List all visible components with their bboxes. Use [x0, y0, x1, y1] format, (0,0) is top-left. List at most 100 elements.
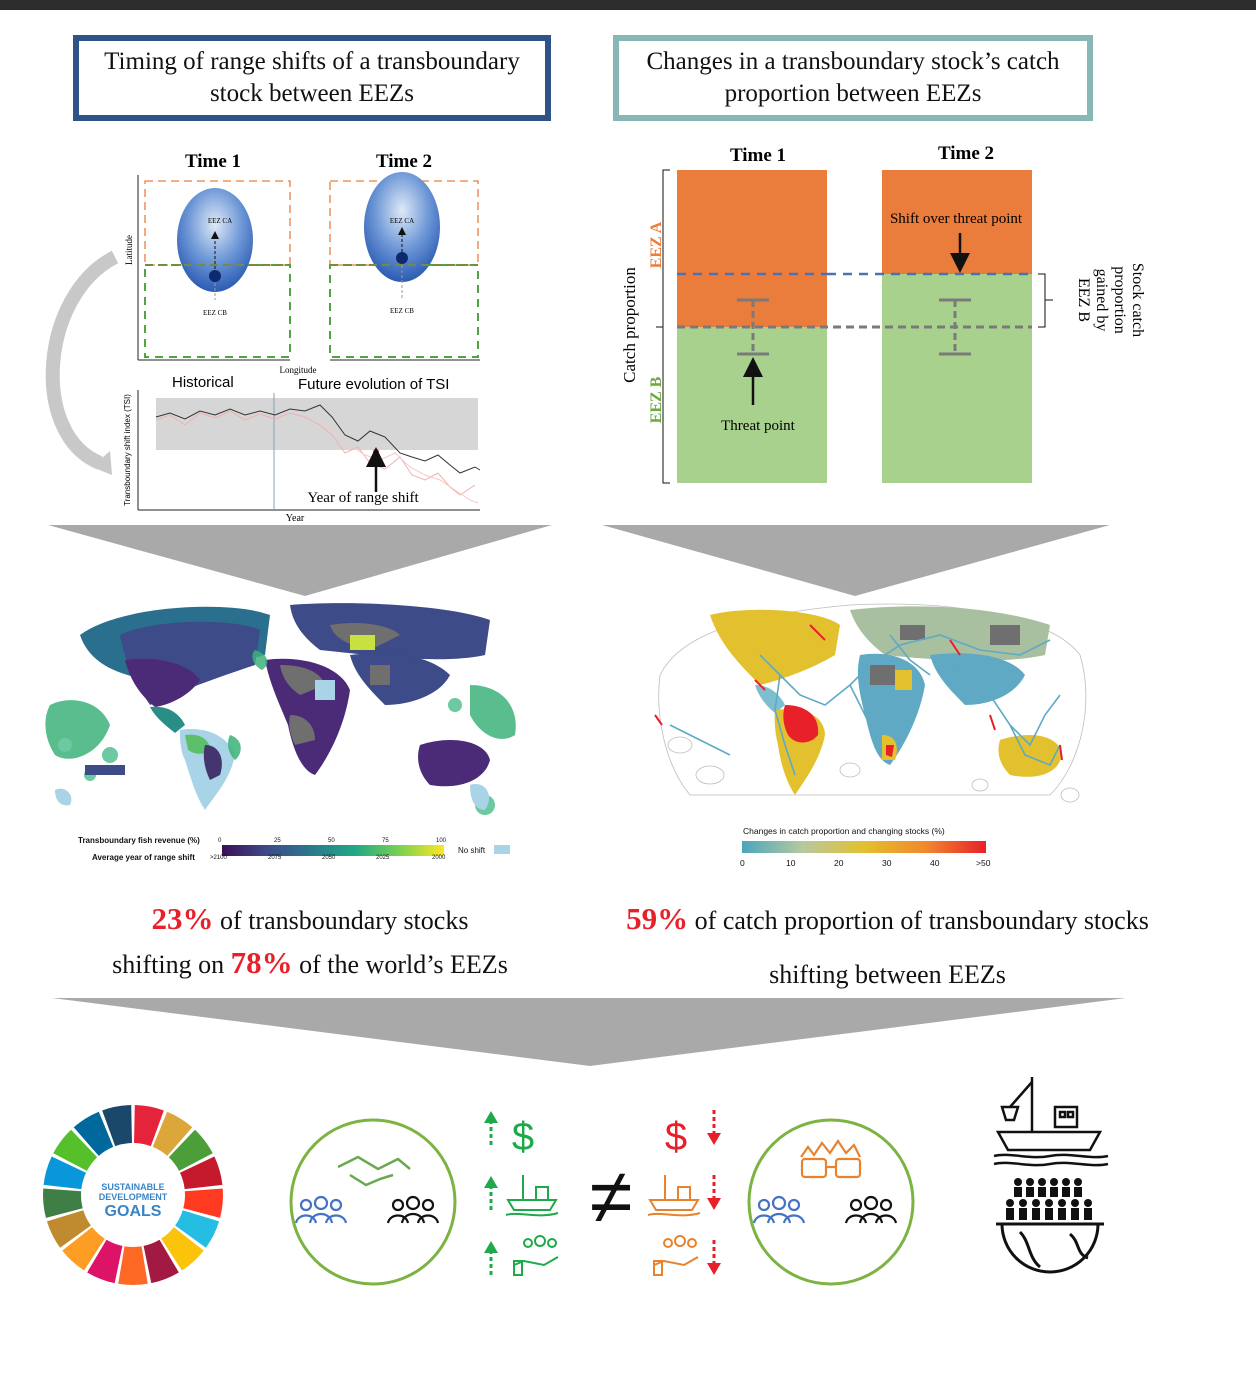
- sdg-segment: [46, 1210, 91, 1248]
- year-of-shift-label: Year of range shift: [307, 490, 419, 506]
- left-stat-pct1: 23%: [151, 901, 214, 936]
- longitude-label: Longitude: [280, 365, 317, 375]
- eez-ca-label-t1: EEZ CA: [208, 217, 232, 225]
- eez-cb-label-t1: EEZ CB: [203, 309, 227, 317]
- people-group-black-icon: [386, 1195, 440, 1224]
- conflict-fist-icon: [800, 1139, 862, 1179]
- sdg-line3: GOALS: [105, 1203, 162, 1220]
- left-time1-label: Time 1: [185, 151, 241, 172]
- sdg-line1: SUSTAINABLE: [101, 1182, 164, 1192]
- globe-icon: [996, 1222, 1104, 1274]
- right-time2-label: Time 2: [938, 143, 994, 164]
- sdg-segment: [43, 1156, 86, 1190]
- handshake-icon: [337, 1155, 411, 1187]
- australia: [418, 740, 490, 787]
- sdg-segment: [168, 1129, 213, 1171]
- fishing-population-icon: [993, 1077, 1109, 1274]
- brazil-catch: [783, 705, 819, 743]
- left-time2-label: Time 2: [376, 151, 432, 172]
- left-stat-text2: shifting on: [112, 950, 225, 979]
- left-stat: 23% of transboundary stocks shifting on …: [50, 898, 570, 986]
- world-map-range-shift: [44, 600, 516, 815]
- left-stat-text3: of the world’s EEZs: [299, 950, 508, 979]
- year-axis-label: Year: [286, 513, 305, 524]
- sdg-line2: DEVELOPMENT: [99, 1192, 168, 1202]
- people-group-blue-icon-2: [752, 1195, 806, 1224]
- inequality-icons: $ ≠ $: [484, 1110, 721, 1276]
- right-title-line1: Changes in a transboundary stock’s catch: [646, 48, 1060, 75]
- curved-arrow: [45, 250, 119, 470]
- range-shift-schematic: Time 1 Time 2 Latitude EEZ CA EEZ CB EEZ…: [45, 151, 481, 524]
- historical-label: Historical: [172, 374, 234, 391]
- threat-range-t1: [737, 298, 769, 356]
- right-title-line2: proportion between EEZs: [724, 80, 982, 107]
- conflict-circle: [747, 1118, 915, 1286]
- no-shift-label: No shift: [458, 846, 486, 855]
- eez-ca-label-t2: EEZ CA: [390, 217, 414, 225]
- fishing-boat-orange-icon: [647, 1175, 701, 1217]
- eez-a-label: EEZ A: [648, 221, 665, 268]
- catch-proportion-label: Catch proportion: [620, 267, 639, 383]
- threat-point-label: Threat point: [721, 418, 796, 434]
- catch-proportion-schematic: Time 1 Time 2 Catch proportion EEZ A EEZ…: [620, 143, 1146, 484]
- gained-line3: gained by: [1093, 269, 1110, 332]
- funnel-arrow-bottom: [52, 998, 1126, 1066]
- crowd-icon: [1006, 1178, 1092, 1220]
- funnel-arrows-top: [48, 525, 1110, 596]
- viridis-colorbar: [222, 845, 444, 856]
- left-stat-text1: of transboundary stocks: [220, 906, 469, 935]
- window-top-bar: [0, 0, 1256, 10]
- people-group-blue-icon: [294, 1195, 348, 1224]
- gained-line4: EEZ B: [1075, 278, 1092, 322]
- people-hand-orange-icon: [653, 1235, 699, 1276]
- revenue-legend-label: Transboundary fish revenue (%): [78, 836, 200, 845]
- right-stat-text2: shifting between EEZs: [769, 960, 1006, 989]
- people-hand-green-icon: [513, 1235, 559, 1276]
- dollar-down-icon: $: [665, 1115, 687, 1159]
- fishing-boat-icon: [993, 1077, 1109, 1167]
- sdg-segment: [180, 1156, 223, 1190]
- year-legend-label: Average year of range shift: [92, 853, 195, 862]
- sdg-segment: [102, 1105, 132, 1147]
- catch-legend-label: Changes in catch proportion and changing…: [743, 826, 945, 836]
- sdg-segment: [43, 1188, 83, 1218]
- right-stat: 59% of catch proportion of transboundary…: [595, 892, 1180, 1002]
- sdg-segment: [175, 1210, 220, 1248]
- people-group-black-icon-2: [844, 1195, 898, 1224]
- eez-b-bar-t2: [882, 274, 1032, 483]
- world-map-catch-proportion: [654, 603, 1087, 803]
- sdg-segment: [152, 1111, 193, 1156]
- right-stat-pct: 59%: [626, 901, 689, 936]
- sdg-wheel-icon: SUSTAINABLE DEVELOPMENT GOALS: [43, 1105, 223, 1285]
- down-arrow-icon: [707, 1110, 721, 1275]
- tsi-axis-label: Transboundary shift index (TSI): [123, 394, 132, 506]
- sdg-segment: [53, 1129, 98, 1171]
- fishing-boat-green-icon: [505, 1175, 559, 1217]
- catch-connections: [669, 634, 1061, 776]
- centroid-t1: [209, 270, 221, 282]
- sdg-segment: [62, 1227, 105, 1271]
- sdg-segment: [73, 1111, 114, 1156]
- australia-catch: [998, 735, 1062, 777]
- gained-line1: Stock catch: [1129, 263, 1146, 337]
- up-arrow-icon: [484, 1111, 498, 1275]
- catch-colorbar: [742, 841, 986, 853]
- right-stat-text1: of catch proportion of transboundary sto…: [694, 906, 1149, 935]
- dollar-up-icon: $: [512, 1115, 534, 1159]
- future-label: Future evolution of TSI: [298, 376, 449, 393]
- shift-over-label: Shift over threat point: [890, 211, 1023, 227]
- eez-cb-label-t2: EEZ CB: [390, 307, 414, 315]
- left-title-line2: stock between EEZs: [209, 80, 415, 107]
- range-shift-point: [373, 449, 379, 455]
- sdg-segment: [134, 1105, 164, 1147]
- left-title-line1: Timing of range shifts of a transboundar…: [104, 48, 520, 75]
- sdg-segment: [118, 1246, 148, 1285]
- right-funnel: [602, 525, 1110, 596]
- right-time1-label: Time 1: [730, 145, 786, 166]
- cooperation-circle: [289, 1118, 457, 1286]
- stock-blob-t1: [177, 188, 253, 292]
- not-equal-icon: ≠: [590, 1152, 633, 1240]
- sdg-segment: [183, 1188, 223, 1218]
- eez-b-label: EEZ B: [648, 376, 665, 423]
- na-catch: [710, 609, 840, 685]
